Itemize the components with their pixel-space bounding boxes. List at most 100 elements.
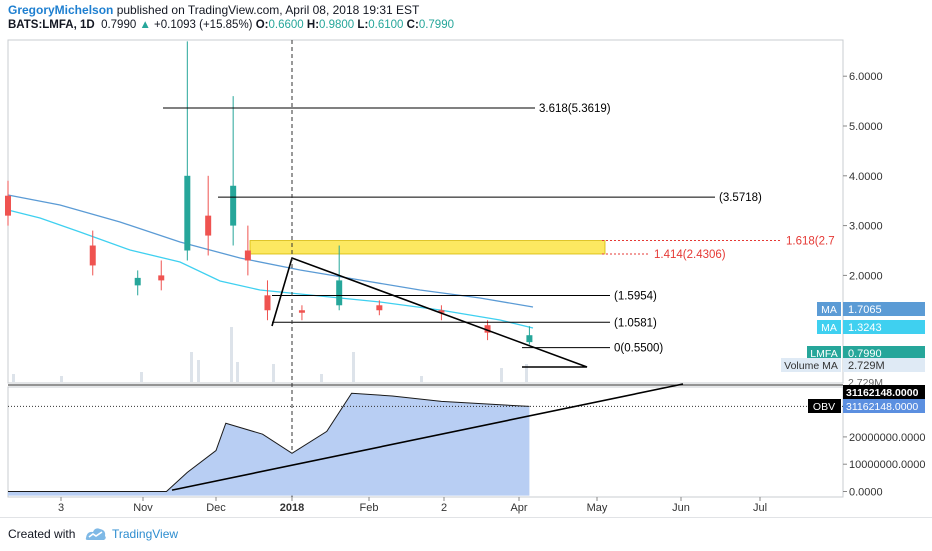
tradingview-brand[interactable]: TradingView: [112, 527, 179, 541]
close-value: 0.7990: [418, 19, 454, 31]
candle-body: [158, 275, 165, 281]
time-axis-label: 2018: [280, 502, 304, 514]
price-label-name-bg: [781, 358, 841, 372]
price-label-value: 0.7990: [848, 348, 882, 360]
obv-trendline: [171, 383, 684, 491]
volume-bar: [500, 368, 503, 382]
volume-bar: [197, 360, 200, 382]
volume-bar: [230, 327, 233, 382]
time-axis-label: Jul: [753, 502, 767, 514]
candle-body: [5, 195, 11, 216]
fib-level-label: 1.618(2.7: [786, 236, 835, 248]
candle-body: [526, 335, 533, 343]
price-axis-label: 6.0000: [849, 71, 883, 83]
up-triangle-icon: ▲: [139, 19, 151, 31]
volume-bar: [272, 364, 275, 382]
candle-body: [134, 277, 141, 286]
candle-body: [230, 185, 237, 226]
created-with-text: Created with: [8, 527, 76, 541]
candle-body: [376, 305, 383, 311]
tradingview-logo-icon[interactable]: [84, 525, 108, 543]
price-label-name: Volume MA: [784, 360, 838, 372]
obv-axis-label: 0.0000: [849, 487, 883, 499]
obv-last-value: 31162148.0000: [846, 387, 919, 399]
price-label-name-bg: [817, 320, 841, 334]
ma-long-line: [7, 194, 534, 308]
time-axis-label: May: [587, 502, 608, 514]
price-label-value: 1.3243: [848, 322, 882, 334]
volume-bar: [525, 364, 528, 382]
price-change: +0.1093 (+15.85%): [154, 19, 253, 31]
time-axis-label: Nov: [133, 502, 153, 514]
candle-body: [244, 250, 251, 261]
fib-level-label: (3.5718): [719, 192, 762, 204]
fib-level-label: (1.0581): [614, 317, 657, 329]
chart-header-attribution: GregoryMichelson published on TradingVie…: [8, 3, 419, 17]
last-price: 0.7990: [101, 19, 137, 31]
triangle-pattern: [271, 256, 588, 368]
candle-body: [484, 325, 491, 333]
candle-body: [336, 280, 343, 306]
candle-body: [298, 310, 305, 313]
obv-line: [8, 392, 530, 492]
footer: Created with TradingView: [0, 517, 932, 551]
candle-body: [184, 175, 191, 251]
candle-body: [438, 310, 445, 313]
open-label: O:: [255, 19, 269, 31]
time-axis-label: 3: [58, 502, 64, 514]
obv-last-value-bg: [843, 385, 925, 399]
low-value: 0.6100: [368, 19, 404, 31]
high-value: 0.9800: [319, 19, 355, 31]
symbol-legend: BATS:LMFA, 1D 0.7990 ▲ +0.1093 (+15.85%)…: [8, 19, 454, 31]
volume-bar: [352, 352, 355, 382]
volume-bar: [190, 352, 193, 382]
time-axis-label: Dec: [206, 502, 226, 514]
candle-body: [89, 245, 96, 266]
price-label-value-bg: [843, 346, 925, 360]
price-label-value: 2.729M: [848, 360, 885, 372]
price-label-value: 1.7065: [848, 304, 882, 316]
symbol-label[interactable]: BATS:LMFA, 1D: [8, 19, 95, 31]
obv-value-bg: [843, 399, 925, 413]
price-axis-label: 2.0000: [849, 270, 883, 282]
close-label: C:: [406, 19, 419, 31]
obv-area: [8, 393, 530, 496]
price-axis-label: 5.0000: [849, 121, 883, 133]
fib-level-label: (1.5954): [614, 291, 657, 303]
fib-level-label: 0(0.5500): [614, 343, 663, 355]
volume-bar: [140, 372, 143, 382]
price-label-name: MA: [821, 304, 837, 316]
time-axis-label: Feb: [360, 502, 379, 514]
price-label-value-bg: [843, 320, 925, 334]
price-axis-label: 3.0000: [849, 221, 883, 233]
author-link[interactable]: GregoryMichelson: [8, 3, 114, 17]
obv-value-label: 31162148.0000: [846, 401, 918, 413]
time-axis-label: 2: [441, 502, 447, 514]
volume-bar: [60, 376, 63, 382]
volume-bar: [420, 376, 423, 382]
obv-name-bg: [808, 399, 841, 413]
price-label-name: MA: [821, 322, 837, 334]
time-axis-label: Jun: [672, 502, 690, 514]
volume-bar: [12, 374, 15, 382]
obv-name-label: OBV: [813, 401, 835, 413]
high-label: H:: [306, 19, 320, 31]
price-label-value-bg: [843, 358, 925, 372]
open-value: 0.6600: [268, 19, 304, 31]
price-axis-label: 4.0000: [849, 171, 883, 183]
candle-body: [264, 295, 271, 311]
ma-short-line: [7, 209, 534, 329]
price-label-value-bg: [843, 302, 925, 316]
price-label-name-bg: [807, 346, 841, 360]
obv-axis-label: 20000000.0000: [849, 432, 925, 444]
price-label-name-bg: [817, 302, 841, 316]
fib-level-label: 1.414(2.4306): [654, 249, 726, 261]
time-axis-label: Apr: [510, 502, 527, 514]
fib-level-label: 3.618(5.3619): [539, 103, 611, 115]
low-label: L:: [357, 19, 369, 31]
price-pane: [7, 39, 844, 384]
obv-axis-label: 10000000.0000: [849, 459, 925, 471]
volume-bar: [320, 374, 323, 382]
price-chart[interactable]: 6.00005.00004.00003.00002.00001.00002000…: [0, 0, 932, 517]
volume-bar: [236, 362, 239, 382]
